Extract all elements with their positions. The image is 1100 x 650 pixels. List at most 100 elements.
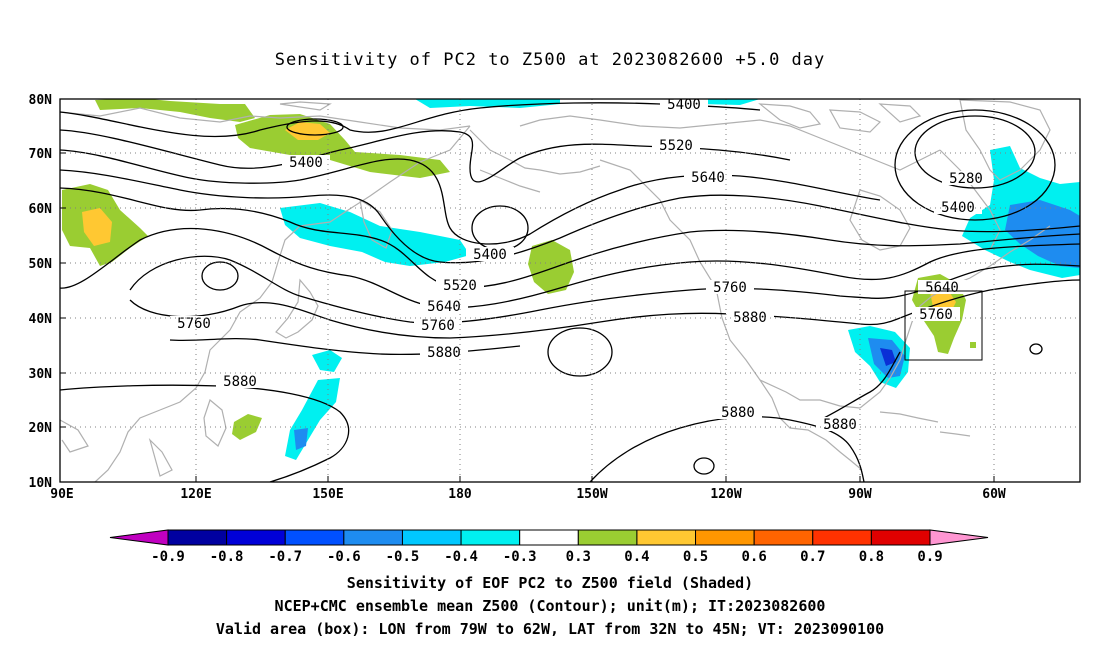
colorbar-swatch	[519, 529, 579, 546]
colorbar-swatch	[695, 529, 755, 546]
lon-label: 180	[448, 487, 472, 502]
colorbar-upper-arrow	[929, 529, 989, 546]
colorbar-swatch	[812, 529, 872, 546]
shade-negative-strong	[880, 348, 896, 366]
lat-label: 50N	[29, 257, 53, 272]
colorbar-tick-label: -0.3	[503, 549, 537, 565]
shade-positive-strong	[82, 208, 112, 246]
svg-text:5400: 5400	[289, 155, 323, 171]
shade-positive-region	[95, 99, 255, 122]
contour-label: 5760	[706, 280, 754, 296]
colorbar-tick-label: 0.6	[742, 549, 767, 565]
svg-text:5760: 5760	[421, 318, 455, 334]
colorbar-tick-label: -0.8	[210, 549, 244, 565]
colorbar-lower-arrow	[109, 529, 169, 546]
svg-text:5520: 5520	[659, 138, 693, 154]
colorbar-swatch	[167, 529, 228, 546]
contour-labels: 5400 5400 5520 5640 5280 5400 5400 5520 …	[170, 97, 990, 433]
lon-label: 60W	[982, 487, 1006, 502]
colorbar-tick-label: -0.9	[151, 549, 185, 565]
shade-negative-mid	[1005, 200, 1080, 268]
shade-negative-region	[415, 99, 560, 108]
colorbar-tick-label: -0.4	[444, 549, 478, 565]
svg-text:5520: 5520	[443, 278, 477, 294]
contour-label: 5760	[912, 307, 960, 323]
colorbar-tick-label: -0.6	[327, 549, 361, 565]
colorbar-swatch	[401, 529, 462, 546]
colorbar-tick-label: 0.9	[917, 549, 942, 565]
map-frame	[59, 98, 1081, 483]
lon-label: 120W	[710, 487, 741, 502]
axis-ticks	[60, 152, 995, 482]
shade-positive-region	[232, 414, 262, 440]
contour-label: 5760	[170, 316, 218, 332]
svg-text:5640: 5640	[691, 170, 725, 186]
lon-label: 90E	[50, 487, 73, 502]
lat-label: 60N	[29, 202, 53, 217]
colorbar-tick-label: 0.4	[624, 549, 649, 565]
colorbar: -0.9 -0.8 -0.7 -0.6 -0.5 -0.4 -0.3 0.3 0.4 0.5 0.6…	[109, 529, 989, 565]
latitude-labels: 80N 70N 60N 50N 40N 30N 20N 10N	[29, 93, 53, 491]
svg-text:5400: 5400	[667, 97, 701, 113]
contour-label: 5880	[216, 374, 264, 390]
shade-negative-region	[312, 350, 342, 372]
contour-label: 5520	[652, 138, 700, 154]
contour-label: 5880	[714, 405, 762, 421]
svg-text:5400: 5400	[941, 200, 975, 216]
shade-negative-region	[280, 203, 470, 266]
colorbar-tick-label: -0.5	[386, 549, 420, 565]
lat-label: 40N	[29, 312, 53, 327]
contour-label: 5520	[436, 278, 484, 294]
longitude-labels: 90E 120E 150E 180 150W 120W 90W 60W	[50, 487, 1006, 502]
svg-text:5400: 5400	[473, 247, 507, 263]
colorbar-tick-label: 0.5	[683, 549, 708, 565]
svg-text:5760: 5760	[713, 280, 747, 296]
svg-text:5880: 5880	[721, 405, 755, 421]
lon-label: 90W	[848, 487, 872, 502]
map-title: Sensitivity of PC2 to Z500 at 2023082600…	[274, 50, 826, 70]
svg-text:5880: 5880	[427, 345, 461, 361]
colorbar-swatch	[753, 529, 814, 546]
lat-lon-grid	[60, 99, 1080, 482]
contour-label: 5640	[684, 170, 732, 186]
lat-label: 80N	[29, 93, 53, 108]
colorbar-swatch	[460, 529, 521, 546]
colorbar-swatch	[226, 529, 286, 546]
shade-negative-mid	[294, 428, 308, 450]
lat-label: 10N	[29, 476, 53, 491]
shade-positive-region	[528, 240, 574, 294]
contour-label: 5400	[466, 247, 514, 263]
lat-label: 70N	[29, 147, 53, 162]
contour-label: 5280	[942, 171, 990, 187]
svg-text:5640: 5640	[925, 280, 959, 296]
svg-text:5280: 5280	[949, 171, 983, 187]
lat-label: 30N	[29, 367, 53, 382]
colorbar-tick-label: 0.8	[859, 549, 884, 565]
contour-label: 5640	[918, 280, 966, 296]
contour-label: 5640	[420, 299, 468, 315]
colorbar-tick-label: 0.3	[566, 549, 591, 565]
contour-label: 5400	[934, 200, 982, 216]
colorbar-swatch	[284, 529, 345, 546]
svg-text:5880: 5880	[823, 417, 857, 433]
valid-area-box	[904, 290, 983, 361]
shade-positive-region	[970, 342, 976, 348]
footer-line-valid-area: Valid area (box): LON from 79W to 62W, L…	[215, 620, 885, 638]
lon-label: 150W	[576, 487, 607, 502]
lat-label: 20N	[29, 421, 53, 436]
contour-label: 5880	[420, 345, 468, 361]
colorbar-swatch	[636, 529, 697, 546]
colorbar-swatch	[343, 529, 403, 546]
svg-text:5880: 5880	[223, 374, 257, 390]
lon-label: 150E	[312, 487, 343, 502]
footer-line-contour: NCEP+CMC ensemble mean Z500 (Contour); u…	[274, 597, 826, 615]
colorbar-swatch	[870, 529, 931, 546]
contour-label: 5400	[660, 97, 708, 113]
contour-label: 5760	[414, 318, 462, 334]
svg-text:5760: 5760	[919, 307, 953, 323]
contour-label: 5400	[282, 155, 330, 171]
svg-text:5760: 5760	[177, 316, 211, 332]
colorbar-tick-label: 0.7	[800, 549, 825, 565]
colorbar-tick-label: -0.7	[268, 549, 302, 565]
